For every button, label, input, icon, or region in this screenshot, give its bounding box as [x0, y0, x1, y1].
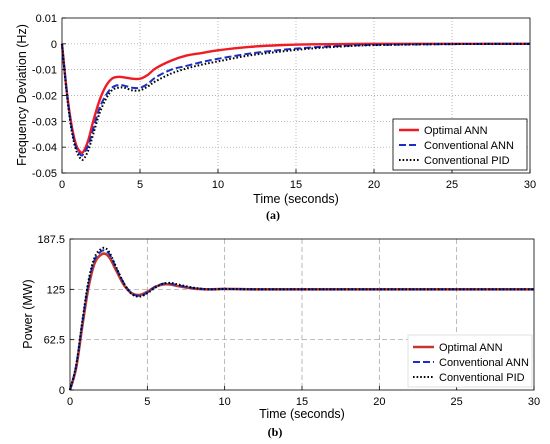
b-x-tick-label: 0 — [67, 396, 73, 408]
chart-b-x-axis-title: Time (seconds) — [259, 407, 345, 421]
chart-a-legend: Optimal ANN Conventional ANN Conventiona… — [392, 118, 528, 171]
chart-b-legend: Optimal ANN Conventional ANN Conventiona… — [407, 334, 533, 388]
b-x-tick-label: 15 — [296, 396, 308, 408]
b-x-tick-label: 20 — [373, 396, 385, 408]
a-y-tick-label: 0 — [51, 39, 57, 51]
a-series-optimal-ann — [60, 42, 530, 155]
b-x-tick-label: 10 — [219, 396, 231, 408]
chart-a-caption: (a) — [266, 208, 280, 222]
a-x-tick-label: 15 — [290, 179, 302, 191]
chart-a-legend-label-conventional-ann: Conventional ANN — [424, 140, 514, 152]
chart-a-legend-label-conventional-pid: Conventional PID — [424, 155, 510, 167]
chart-a: 0 5 10 15 20 25 30 0.01 0 -0.01 -0.02 -0.03 -0.04 -0.… — [15, 13, 536, 222]
a-series-conventional-pid — [61, 42, 531, 161]
b-series-conventional-pid — [69, 246, 534, 391]
a-x-tick-label: 25 — [446, 179, 458, 191]
chart-a-x-axis-title: Time (seconds) — [253, 192, 339, 206]
chart-b-series-group — [68, 246, 534, 391]
b-x-tick-label: 30 — [528, 396, 540, 408]
chart-a-ticks: 0 5 10 15 20 25 30 0.01 0 -0.01 -0.02 -0.03 -0.04 -0.… — [32, 13, 536, 191]
chart-b-ticks: 0 5 10 15 20 25 30 187.5 125 62.5 0 — [37, 234, 540, 408]
chart-a-y-axis-title: Frequency Deviation (Hz) — [15, 24, 29, 166]
a-y-tick-label: -0.01 — [32, 65, 57, 77]
a-x-tick-label: 0 — [59, 179, 65, 191]
a-y-tick-label: -0.05 — [32, 168, 57, 180]
a-y-tick-label: -0.03 — [32, 116, 57, 128]
a-x-tick-label: 30 — [524, 179, 536, 191]
a-x-tick-label: 20 — [368, 179, 380, 191]
b-y-tick-label: 125 — [47, 284, 65, 296]
chart-a-legend-label-optimal-ann: Optimal ANN — [424, 125, 488, 137]
chart-b-legend-label-optimal-ann: Optimal ANN — [439, 342, 503, 354]
a-y-tick-label: -0.02 — [32, 91, 57, 103]
b-x-tick-label: 5 — [144, 396, 150, 408]
b-y-tick-label: 0 — [59, 385, 65, 397]
b-y-tick-label: 187.5 — [37, 234, 65, 246]
chart-b-legend-label-conventional-pid: Conventional PID — [439, 372, 525, 384]
chart-b-y-axis-title: Power (MW) — [21, 279, 35, 348]
a-x-tick-label: 5 — [137, 179, 143, 191]
a-x-tick-label: 10 — [212, 179, 224, 191]
b-y-tick-label: 62.5 — [44, 335, 65, 347]
chart-b: 0 5 10 15 20 25 30 187.5 125 62.5 0 Power (MW) Tim… — [21, 234, 540, 439]
a-y-tick-label: -0.04 — [32, 142, 57, 154]
a-series-conventional-ann — [61, 42, 531, 157]
chart-a-series-group — [60, 42, 531, 161]
chart-b-caption: (b) — [268, 425, 283, 439]
chart-b-legend-label-conventional-ann: Conventional ANN — [439, 357, 529, 369]
a-y-tick-label: 0.01 — [36, 13, 57, 25]
b-x-tick-label: 25 — [451, 396, 463, 408]
